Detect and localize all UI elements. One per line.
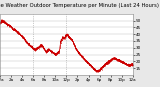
Text: Milwaukee Weather Outdoor Temperature per Minute (Last 24 Hours): Milwaukee Weather Outdoor Temperature pe… — [0, 3, 159, 8]
